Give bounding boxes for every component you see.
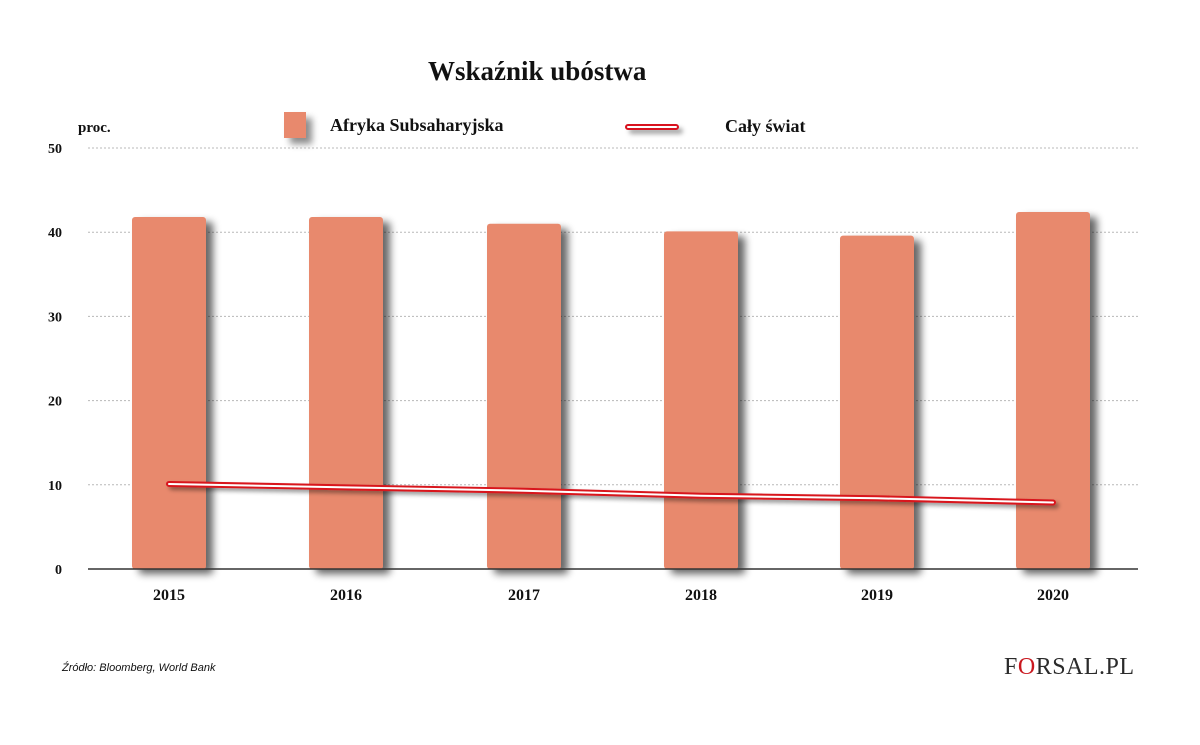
y-tick-label: 40 [48,226,62,241]
x-axis-ticks: 2015 2016 2017 2018 2019 2020 [153,587,1069,604]
y-tick-label: 0 [55,563,62,578]
line-point [1053,502,1054,503]
y-tick-label: 50 [48,142,62,157]
bar [664,231,738,569]
x-tick-label: 2020 [1037,587,1069,604]
gridlines [88,147,1138,486]
y-axis-unit-label: proc. [78,120,111,136]
logo-text-start: F [1004,654,1018,680]
y-axis-ticks: 0 10 20 30 40 50 [48,142,62,578]
bar [487,223,561,569]
bar [1016,211,1090,569]
forsal-logo: FORSAL.PL [1004,654,1135,681]
bar [840,235,914,569]
logo-text-end: RSAL.PL [1035,654,1135,680]
line-point [169,483,170,484]
bar [132,217,206,569]
bars [132,211,1090,569]
x-tick-label: 2016 [330,587,362,604]
x-tick-label: 2018 [685,587,717,604]
legend-swatch-bar [284,112,306,138]
source-note: Źródło: Bloomberg, World Bank [62,662,216,674]
line-point [346,487,347,488]
legend-item-swiat: Cały świat [625,116,806,137]
chart-title: Wskaźnik ubóstwa [428,56,647,86]
bar-chart-icon: O [1017,654,1036,680]
line-series-core [168,482,1054,504]
y-tick-label: 20 [48,395,62,410]
y-tick-label: 30 [48,310,62,325]
line-point [524,490,525,491]
x-tick-label: 2015 [153,587,185,604]
legend-label-afryka: Afryka Subsaharyjska [330,114,504,135]
y-tick-label: 10 [48,479,62,494]
line-series [166,480,1056,506]
bar [309,217,383,569]
line-point [701,495,702,496]
x-tick-label: 2017 [508,587,540,604]
legend-label-swiat: Cały świat [725,116,806,136]
legend-swatch-line [625,123,679,130]
legend-item-afryka: Afryka Subsaharyjska [284,112,504,138]
x-tick-label: 2019 [861,587,893,604]
line-point [877,498,878,499]
